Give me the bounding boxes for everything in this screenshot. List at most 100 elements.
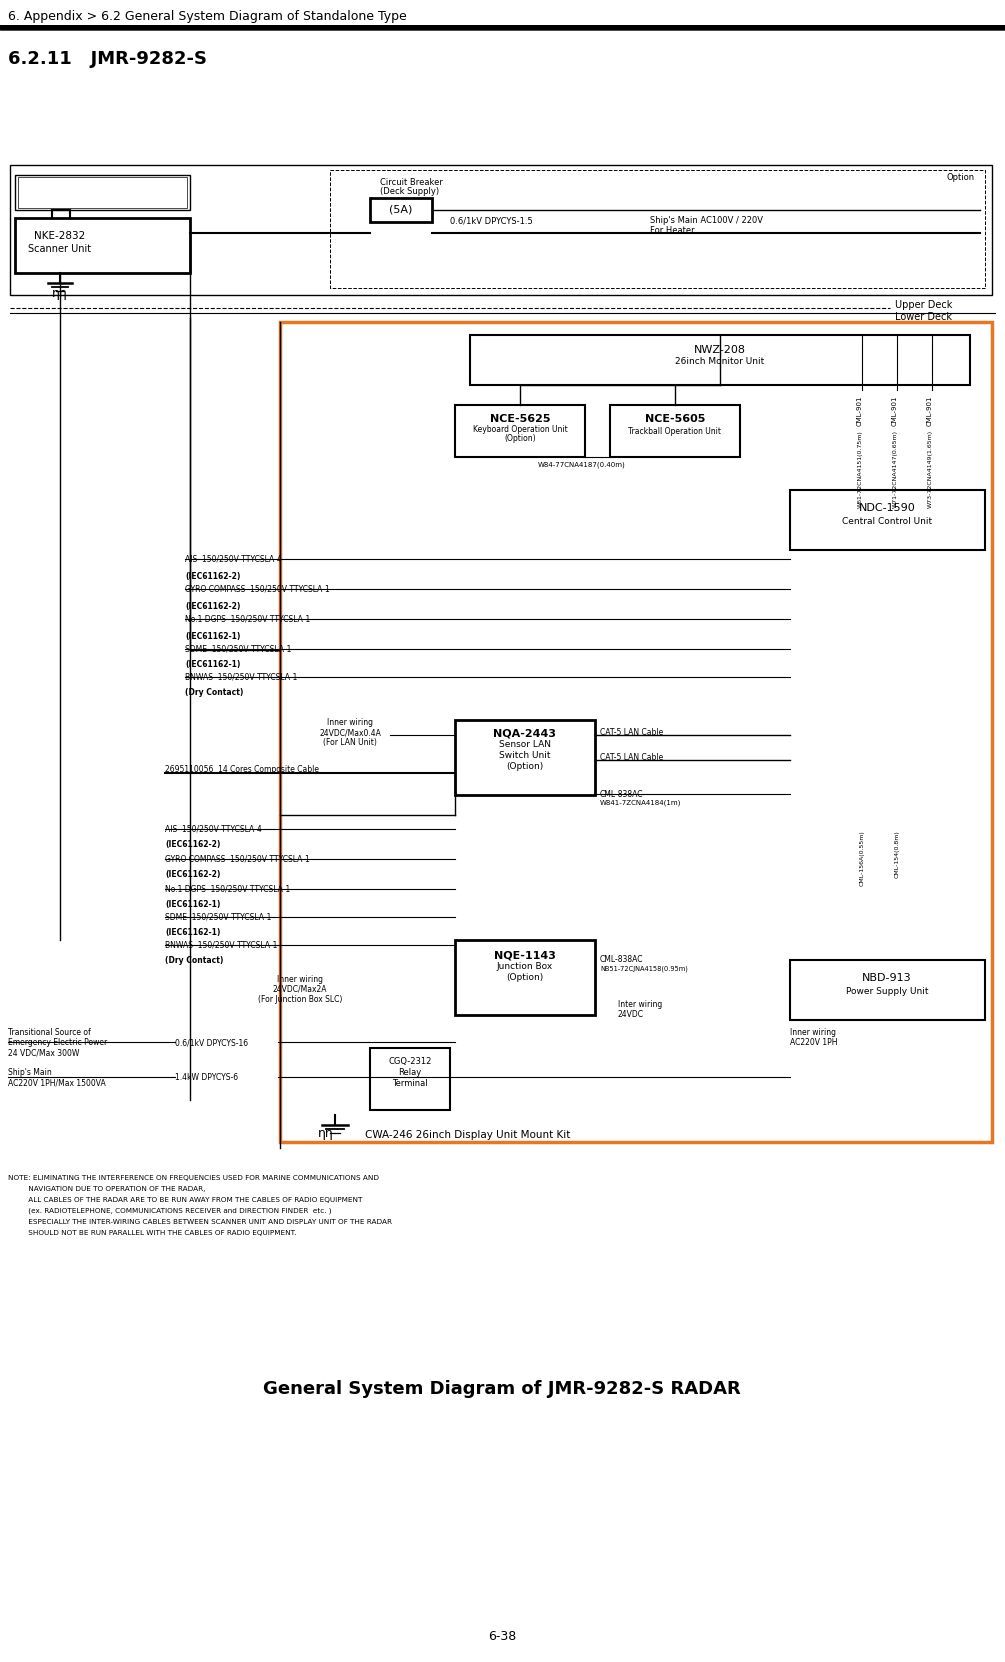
Text: Lower Deck: Lower Deck bbox=[895, 312, 952, 322]
Text: Transitional Source of: Transitional Source of bbox=[8, 1029, 90, 1037]
Text: W841-7ZCNA4184(1m): W841-7ZCNA4184(1m) bbox=[600, 799, 681, 806]
Text: AIS  150/250V TTYCSLA-4: AIS 150/250V TTYCSLA-4 bbox=[165, 824, 261, 834]
Text: GYRO COMPASS  150/250V TTYCSLA-1: GYRO COMPASS 150/250V TTYCSLA-1 bbox=[165, 854, 310, 864]
Text: 24VDC/Max0.4A: 24VDC/Max0.4A bbox=[319, 728, 381, 736]
Text: NAVIGATION DUE TO OPERATION OF THE RADAR,: NAVIGATION DUE TO OPERATION OF THE RADAR… bbox=[8, 1187, 205, 1192]
Text: (IEC61162-1): (IEC61162-1) bbox=[185, 660, 240, 670]
Text: Scanner Unit: Scanner Unit bbox=[28, 244, 91, 254]
Text: (IEC61162-2): (IEC61162-2) bbox=[165, 869, 220, 879]
Text: ηη: ηη bbox=[52, 288, 67, 301]
Text: Sensor LAN: Sensor LAN bbox=[499, 740, 551, 750]
Text: 24VDC: 24VDC bbox=[618, 1010, 644, 1019]
Text: Emergency Electric Power: Emergency Electric Power bbox=[8, 1039, 108, 1047]
Text: CML-156A(0.55m): CML-156A(0.55m) bbox=[859, 829, 864, 886]
Text: (Option): (Option) bbox=[507, 761, 544, 771]
Text: CWA-246 26inch Display Unit Mount Kit: CWA-246 26inch Display Unit Mount Kit bbox=[365, 1130, 571, 1140]
Text: 24 VDC/Max 300W: 24 VDC/Max 300W bbox=[8, 1049, 79, 1057]
Text: CAT-5 LAN Cable: CAT-5 LAN Cable bbox=[600, 728, 663, 736]
Text: No.1 DGPS  150/250V TTYCSLA-1: No.1 DGPS 150/250V TTYCSLA-1 bbox=[165, 884, 290, 894]
Bar bbox=[0, 25, 1005, 30]
Text: Central Control Unit: Central Control Unit bbox=[842, 517, 932, 527]
Text: ESPECIALLY THE INTER-WIRING CABLES BETWEEN SCANNER UNIT AND DISPLAY UNIT OF THE : ESPECIALLY THE INTER-WIRING CABLES BETWE… bbox=[8, 1218, 392, 1225]
Text: Power Supply Unit: Power Supply Unit bbox=[846, 987, 929, 997]
Text: AC220V 1PH/Max 1500VA: AC220V 1PH/Max 1500VA bbox=[8, 1079, 106, 1087]
Text: W71-72CNA4147(0.65m): W71-72CNA4147(0.65m) bbox=[892, 430, 897, 509]
Text: No.1 DGPS  150/250V TTYCSLA-1: No.1 DGPS 150/250V TTYCSLA-1 bbox=[185, 615, 311, 623]
Text: 6-38: 6-38 bbox=[487, 1630, 517, 1644]
Text: NKE-2832: NKE-2832 bbox=[34, 231, 85, 241]
Text: NWZ-208: NWZ-208 bbox=[694, 346, 746, 356]
Text: NBD-913: NBD-913 bbox=[862, 972, 912, 982]
Text: 6. Appendix > 6.2 General System Diagram of Standalone Type: 6. Appendix > 6.2 General System Diagram… bbox=[8, 10, 407, 23]
Text: (IEC61162-1): (IEC61162-1) bbox=[165, 901, 220, 909]
Text: (Deck Supply): (Deck Supply) bbox=[380, 188, 439, 196]
Bar bbox=[610, 406, 740, 457]
Text: Inner wiring: Inner wiring bbox=[327, 718, 373, 726]
Text: GYRO COMPASS  150/250V TTYCSLA-1: GYRO COMPASS 150/250V TTYCSLA-1 bbox=[185, 585, 330, 593]
Text: Inter wiring: Inter wiring bbox=[618, 1001, 662, 1009]
Text: Upper Deck: Upper Deck bbox=[895, 301, 953, 311]
Text: (Dry Contact): (Dry Contact) bbox=[165, 956, 223, 966]
Text: AIS  150/250V TTYCSLA-4: AIS 150/250V TTYCSLA-4 bbox=[185, 555, 281, 563]
Text: CML-901: CML-901 bbox=[857, 396, 863, 425]
Text: Ship's Main AC100V / 220V: Ship's Main AC100V / 220V bbox=[650, 216, 763, 224]
Text: CGQ-2312: CGQ-2312 bbox=[388, 1057, 432, 1065]
Text: Trackball Operation Unit: Trackball Operation Unit bbox=[628, 427, 722, 435]
Bar bbox=[370, 1049, 450, 1110]
Bar bbox=[455, 720, 595, 794]
Bar bbox=[370, 198, 432, 223]
Text: For Heater: For Heater bbox=[650, 226, 694, 234]
Bar bbox=[790, 961, 985, 1020]
Text: (IEC61162-1): (IEC61162-1) bbox=[185, 632, 240, 642]
Text: 0.6/1kV DPYCYS-16: 0.6/1kV DPYCYS-16 bbox=[175, 1039, 248, 1047]
Bar bbox=[10, 165, 992, 294]
Text: Terminal: Terminal bbox=[392, 1079, 428, 1089]
Text: CML-901: CML-901 bbox=[927, 396, 933, 425]
Text: Ship's Main: Ship's Main bbox=[8, 1069, 51, 1077]
Text: NCE-5625: NCE-5625 bbox=[489, 414, 551, 424]
Text: General System Diagram of JMR-9282-S RADAR: General System Diagram of JMR-9282-S RAD… bbox=[263, 1379, 741, 1398]
Text: 24VDC/Max2A: 24VDC/Max2A bbox=[272, 986, 328, 994]
Text: W61-72CNA4151(0.75m): W61-72CNA4151(0.75m) bbox=[857, 430, 862, 509]
Text: Inner wiring: Inner wiring bbox=[790, 1029, 836, 1037]
Text: SHOULD NOT BE RUN PARALLEL WITH THE CABLES OF RADIO EQUIPMENT.: SHOULD NOT BE RUN PARALLEL WITH THE CABL… bbox=[8, 1230, 296, 1237]
Text: (IEC61162-2): (IEC61162-2) bbox=[165, 839, 220, 849]
Text: Junction Box: Junction Box bbox=[496, 962, 553, 971]
Bar bbox=[15, 218, 190, 273]
Bar bbox=[470, 336, 970, 386]
Text: 0.6/1kV DPYCYS-1.5: 0.6/1kV DPYCYS-1.5 bbox=[450, 216, 533, 224]
Text: (IEC61162-2): (IEC61162-2) bbox=[185, 602, 240, 612]
Text: W84-77CNA4187(0.40m): W84-77CNA4187(0.40m) bbox=[538, 462, 626, 469]
Bar bbox=[455, 406, 585, 457]
Text: (For Junction Box SLC): (For Junction Box SLC) bbox=[258, 996, 342, 1004]
Text: Switch Unit: Switch Unit bbox=[499, 751, 551, 760]
Text: NQA-2443: NQA-2443 bbox=[493, 728, 557, 738]
Text: CAT-5 LAN Cable: CAT-5 LAN Cable bbox=[600, 753, 663, 761]
Text: 2695110056  14 Cores Composite Cable: 2695110056 14 Cores Composite Cable bbox=[165, 765, 319, 774]
Bar bbox=[330, 170, 985, 288]
Text: NQE-1143: NQE-1143 bbox=[494, 951, 556, 961]
Text: CML-838AC: CML-838AC bbox=[600, 789, 643, 799]
Text: BNWAS  150/250V TTYCSLA-1: BNWAS 150/250V TTYCSLA-1 bbox=[185, 673, 297, 681]
Text: SDME  150/250V TTYCSLA-1: SDME 150/250V TTYCSLA-1 bbox=[165, 912, 271, 922]
Text: 6.2.11   JMR-9282-S: 6.2.11 JMR-9282-S bbox=[8, 50, 207, 68]
Text: CML-154(0.8m): CML-154(0.8m) bbox=[894, 829, 899, 878]
Text: (IEC61162-1): (IEC61162-1) bbox=[165, 927, 220, 937]
Text: CML-901: CML-901 bbox=[892, 396, 898, 425]
Text: 1.4kW DPYCYS-6: 1.4kW DPYCYS-6 bbox=[175, 1074, 238, 1082]
Text: (ex. RADIOTELEPHONE, COMMUNICATIONS RECEIVER and DIRECTION FINDER  etc. ): (ex. RADIOTELEPHONE, COMMUNICATIONS RECE… bbox=[8, 1208, 332, 1215]
Text: NCE-5605: NCE-5605 bbox=[645, 414, 706, 424]
Text: BNWAS  150/250V TTYCSLA-1: BNWAS 150/250V TTYCSLA-1 bbox=[165, 941, 277, 951]
Text: W73-72CNA4149(1.65m): W73-72CNA4149(1.65m) bbox=[928, 430, 933, 509]
Bar bbox=[790, 490, 985, 550]
Text: (Dry Contact): (Dry Contact) bbox=[185, 688, 243, 696]
Text: NDC-1590: NDC-1590 bbox=[858, 504, 916, 514]
Text: NOTE: ELIMINATING THE INTERFERENCE ON FREQUENCIES USED FOR MARINE COMMUNICATIONS: NOTE: ELIMINATING THE INTERFERENCE ON FR… bbox=[8, 1175, 379, 1182]
Text: 26inch Monitor Unit: 26inch Monitor Unit bbox=[675, 357, 765, 367]
Text: CML-838AC: CML-838AC bbox=[600, 956, 643, 964]
Text: Inner wiring: Inner wiring bbox=[277, 976, 323, 984]
Text: Circuit Breaker: Circuit Breaker bbox=[380, 178, 443, 188]
Bar bbox=[455, 941, 595, 1015]
Text: Option: Option bbox=[947, 173, 975, 183]
Text: ALL CABLES OF THE RADAR ARE TO BE RUN AWAY FROM THE CABLES OF RADIO EQUIPMENT: ALL CABLES OF THE RADAR ARE TO BE RUN AW… bbox=[8, 1197, 363, 1203]
